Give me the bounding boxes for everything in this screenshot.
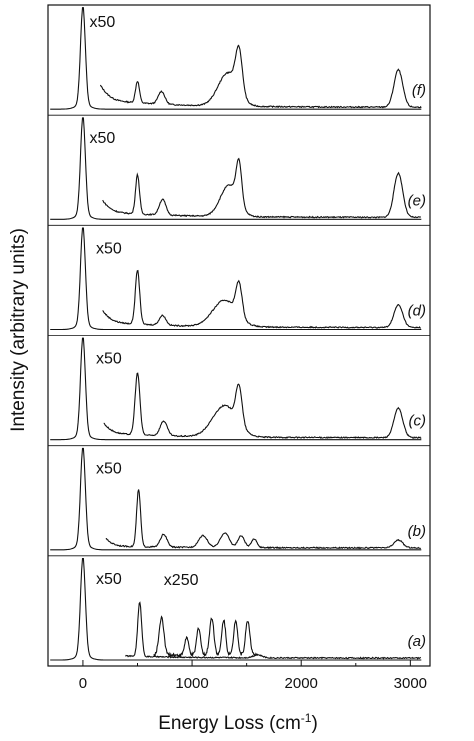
multiplier-label: x50	[96, 461, 122, 478]
panel-letter: (b)	[408, 523, 426, 540]
spectrum-base-trace	[50, 337, 422, 441]
panel-letter: (c)	[409, 413, 427, 430]
spectrum-gain-trace	[125, 601, 422, 660]
spectrum-base-trace	[50, 117, 422, 220]
multiplier-label-2: x250	[164, 572, 199, 589]
panel-labels: x50 (f) x50 (e) x50 (d) x50 (c) x50 (b) x50 x250 (a)	[89, 14, 426, 650]
x-tick-label: 1000	[175, 675, 208, 692]
spectrum-gain-trace	[103, 372, 422, 439]
panel-letter: (d)	[408, 303, 426, 320]
spectrum-base-trace	[50, 227, 422, 331]
multiplier-label: x50	[96, 240, 122, 257]
spectrum-gain-trace	[99, 44, 422, 109]
x-ticks: 0 1000 2000 3000	[79, 660, 427, 692]
x-axis-title: Energy Loss (cm-1)	[158, 711, 318, 734]
multiplier-label: x50	[96, 571, 122, 588]
x-tick-label: 3000	[394, 675, 427, 692]
spectrum-gain-trace	[102, 269, 421, 329]
spectrum-gain-trace	[105, 489, 421, 550]
spectrum-base-trace	[50, 7, 422, 110]
x-tick-label: 2000	[285, 675, 318, 692]
panel-letter: (a)	[408, 633, 426, 650]
multiplier-label: x50	[89, 130, 115, 147]
spectrum-gain-trace	[102, 157, 422, 219]
panel-letter: (e)	[408, 192, 426, 209]
multiplier-label: x50	[96, 351, 122, 368]
x-tick-label: 0	[79, 675, 87, 692]
y-axis-title: Intensity (arbitrary units)	[8, 228, 29, 432]
multiplier-label: x50	[89, 14, 115, 31]
plot-frame	[47, 4, 431, 667]
spectrum-x250-trace	[153, 615, 259, 659]
spectra-traces	[50, 7, 422, 661]
panel-letter: (f)	[412, 82, 426, 99]
spectrum-base-trace	[50, 447, 422, 551]
spectrum-base-trace	[50, 557, 422, 661]
